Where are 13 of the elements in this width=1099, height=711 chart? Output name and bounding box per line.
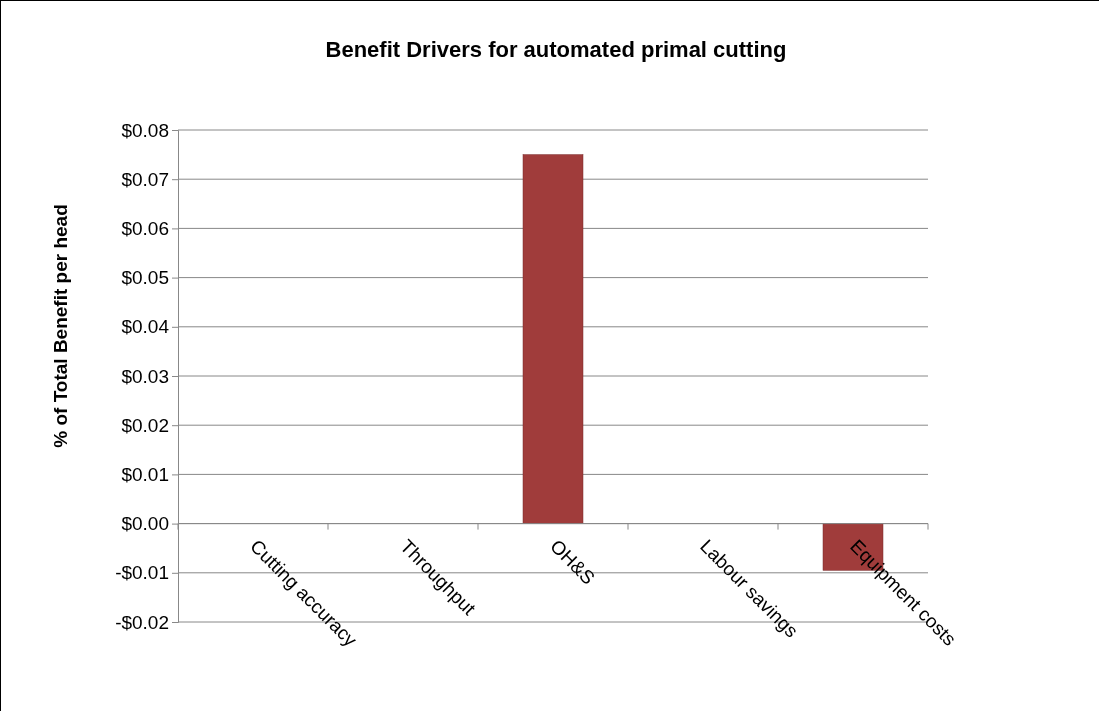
y-tick-label: $0.05	[121, 267, 169, 289]
y-axis-title: % of Total Benefit per head	[50, 204, 71, 448]
y-tick-label: -$0.01	[115, 562, 169, 584]
y-tick-label: $0.06	[121, 217, 169, 239]
y-tick-label: $0.04	[121, 316, 170, 338]
y-tick-label: $0.03	[121, 365, 169, 387]
y-tick-label: $0.07	[121, 168, 169, 190]
y-tick-label: $0.01	[121, 463, 169, 485]
y-tick-label: $0.02	[121, 414, 169, 436]
y-tick-label: $0.08	[121, 119, 169, 141]
chart-title: Benefit Drivers for automated primal cutting	[325, 37, 787, 62]
y-tick-label: $0.00	[121, 513, 169, 535]
y-tick-label: -$0.02	[115, 611, 169, 633]
